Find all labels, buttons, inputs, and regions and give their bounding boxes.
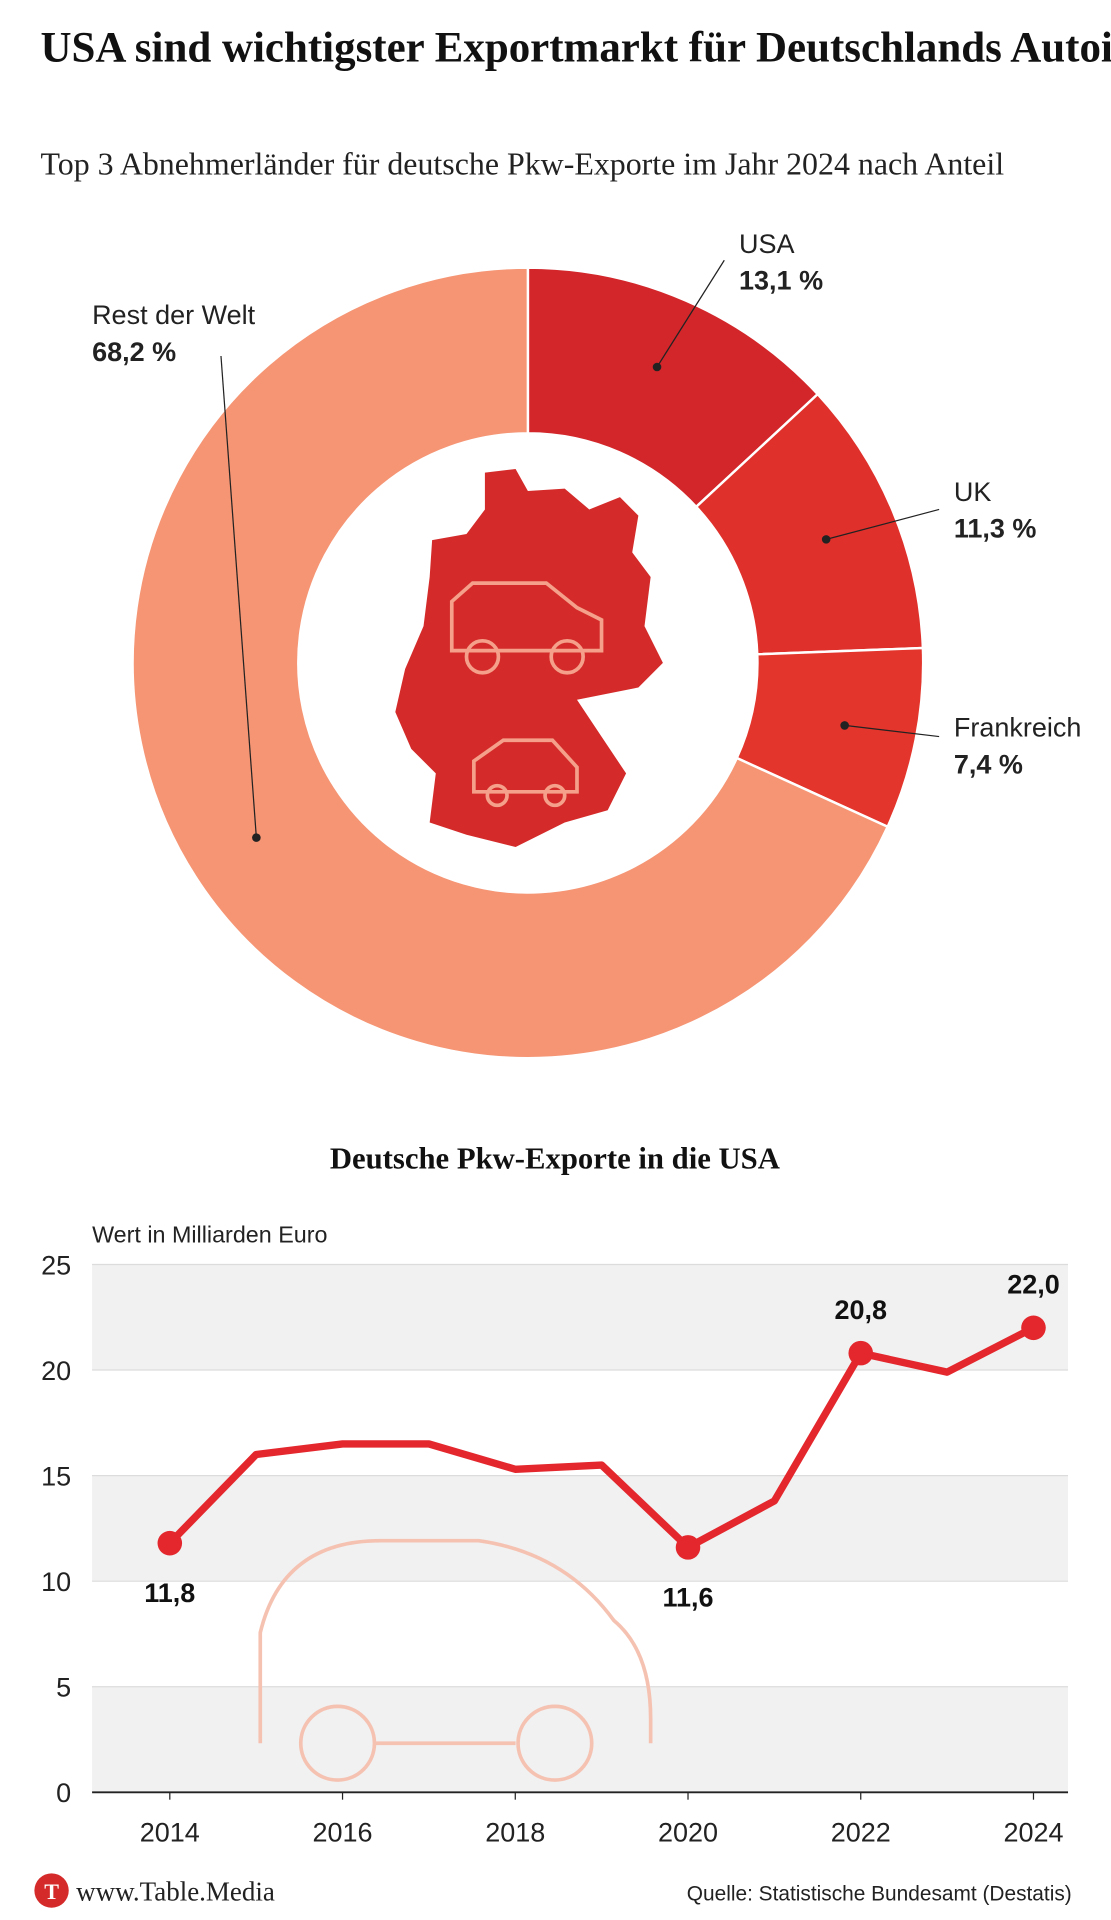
germany-shape bbox=[395, 468, 663, 848]
grid-band bbox=[92, 1264, 1069, 1371]
y-tick-label: 25 bbox=[41, 1250, 71, 1280]
logo-letter: T bbox=[44, 1879, 59, 1904]
map-illustration bbox=[395, 468, 663, 848]
y-tick-label: 0 bbox=[56, 1778, 71, 1808]
car-watermark bbox=[258, 1538, 653, 1782]
slice-value: 68,2 % bbox=[92, 337, 176, 367]
data-label: 11,8 bbox=[144, 1578, 195, 1608]
leader-dot bbox=[652, 362, 662, 372]
y-tick-label: 20 bbox=[41, 1356, 71, 1386]
slice-name: UK bbox=[954, 477, 992, 507]
title: USA sind wichtigster Exportmarkt für Deu… bbox=[41, 24, 1111, 71]
point bbox=[848, 1340, 874, 1366]
data-label: 22,0 bbox=[1007, 1269, 1060, 1299]
leader-line bbox=[826, 508, 940, 540]
x-tick-label: 2018 bbox=[485, 1817, 545, 1847]
x-tick-label: 2014 bbox=[140, 1817, 200, 1847]
slice-name: Rest der Welt bbox=[92, 300, 256, 330]
leader-line bbox=[844, 724, 940, 738]
donut-slice bbox=[526, 266, 820, 509]
leader-line bbox=[656, 259, 725, 368]
leader-dot bbox=[821, 535, 831, 544]
y-tick-label: 10 bbox=[41, 1567, 71, 1597]
slice-value: 7,4 % bbox=[954, 749, 1023, 779]
series-line bbox=[167, 1324, 1036, 1552]
data-label: 20,8 bbox=[834, 1295, 887, 1325]
slice-name: USA bbox=[739, 229, 795, 259]
donut-slice bbox=[131, 266, 890, 1060]
leader-dot bbox=[252, 833, 261, 842]
brand: www.Table.Media bbox=[76, 1876, 275, 1906]
leader-line bbox=[220, 355, 257, 838]
leader-dot bbox=[840, 721, 849, 730]
point bbox=[675, 1535, 701, 1560]
car-icon bbox=[449, 581, 604, 808]
y-tick-label: 5 bbox=[56, 1673, 71, 1703]
y-axis-label: Wert in Milliarden Euro bbox=[92, 1221, 327, 1247]
x-tick-label: 2024 bbox=[1003, 1817, 1063, 1847]
x-tick-label: 2016 bbox=[313, 1817, 373, 1847]
source: Quelle: Statistische Bundesamt (Destatis… bbox=[687, 1882, 1072, 1905]
point bbox=[157, 1530, 183, 1556]
point bbox=[1021, 1315, 1046, 1341]
x-tick-label: 2022 bbox=[831, 1817, 891, 1847]
slice-value: 13,1 % bbox=[739, 266, 823, 296]
x-tick-label: 2020 bbox=[658, 1817, 718, 1847]
slice-name: Frankreich bbox=[954, 713, 1082, 743]
logo bbox=[34, 1873, 69, 1908]
grid-band bbox=[92, 1686, 1069, 1793]
slice-value: 11,3 % bbox=[954, 514, 1037, 544]
y-tick-label: 15 bbox=[41, 1461, 71, 1491]
subtitle: Top 3 Abnehmerländer für deutsche Pkw-Ex… bbox=[41, 146, 1005, 181]
data-label: 11,6 bbox=[662, 1582, 713, 1612]
line-title: Deutsche Pkw-Exporte in die USA bbox=[330, 1142, 780, 1176]
grid-band bbox=[92, 1475, 1069, 1582]
